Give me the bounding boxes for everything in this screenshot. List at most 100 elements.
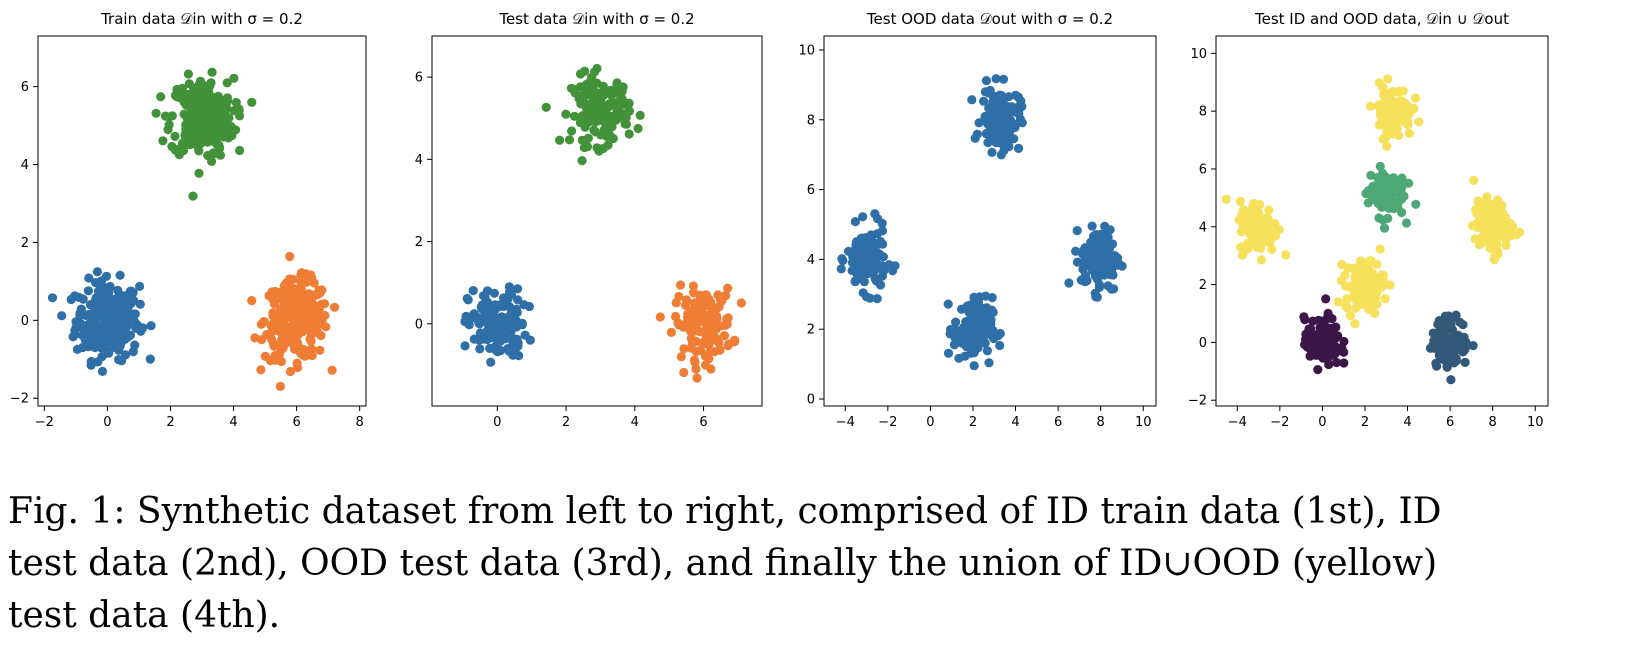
data-point <box>998 112 1008 122</box>
cluster-1 <box>1221 194 1291 265</box>
data-point <box>675 319 685 330</box>
data-point <box>995 340 1005 351</box>
data-point <box>1318 353 1328 363</box>
data-point <box>1410 93 1421 103</box>
y-tick-label: 0 <box>415 317 423 332</box>
panel-title: Test ID and OOD data, 𝒟in ∪ 𝒟out <box>1254 10 1509 28</box>
cluster-2 <box>1365 74 1424 151</box>
data-point <box>1379 223 1390 233</box>
data-point <box>1014 109 1024 119</box>
data-point <box>195 76 206 86</box>
data-point <box>586 101 596 111</box>
x-tick-label: 2 <box>166 415 174 430</box>
data-point <box>183 121 193 131</box>
data-point <box>1072 226 1082 236</box>
data-point <box>493 347 503 357</box>
data-point <box>1469 175 1479 185</box>
data-point <box>1351 303 1361 313</box>
data-point <box>280 312 291 322</box>
data-point <box>989 119 999 129</box>
data-point <box>1321 336 1331 346</box>
data-point <box>315 345 325 355</box>
data-point <box>1380 133 1390 143</box>
data-point <box>871 246 881 256</box>
data-point <box>146 321 156 331</box>
data-point <box>1319 322 1329 332</box>
data-point <box>1281 250 1291 260</box>
y-tick-label: 0 <box>1199 336 1207 351</box>
panel-title: Train data 𝒟in with σ = 0.2 <box>100 10 303 28</box>
data-point <box>1064 278 1074 288</box>
data-point <box>691 364 701 374</box>
data-point <box>222 93 232 103</box>
data-point <box>191 113 201 123</box>
y-tick-label: 6 <box>415 71 423 86</box>
data-point <box>477 300 487 310</box>
data-point <box>1375 244 1385 254</box>
data-point <box>486 357 496 367</box>
data-point <box>129 316 139 326</box>
data-point <box>1411 199 1421 209</box>
data-point <box>78 342 88 353</box>
data-point <box>836 264 846 274</box>
x-tick-label: 2 <box>562 415 570 430</box>
data-point <box>174 150 184 160</box>
data-point <box>494 300 504 311</box>
data-point <box>1264 205 1274 215</box>
data-point <box>93 357 103 367</box>
data-point <box>681 295 692 305</box>
data-point <box>1359 299 1369 309</box>
data-point <box>1366 283 1377 293</box>
data-point <box>1440 349 1450 359</box>
data-point <box>858 212 868 222</box>
data-point <box>981 76 992 86</box>
data-point <box>511 343 521 353</box>
data-point <box>212 140 222 150</box>
panel-1: Train data 𝒟in with σ = 0.2 −2 0 2 4 6 8 −2 0 2 4 6 <box>10 10 367 430</box>
data-point <box>120 320 130 330</box>
data-point <box>101 271 112 281</box>
data-point <box>851 239 861 249</box>
cluster-2 <box>247 251 340 391</box>
data-point <box>703 310 713 320</box>
data-point <box>1359 266 1369 277</box>
data-point <box>1087 221 1097 231</box>
data-point <box>593 94 604 104</box>
data-point <box>583 133 593 143</box>
data-point <box>949 340 960 350</box>
data-point <box>1501 235 1511 245</box>
data-point <box>327 365 337 375</box>
data-point <box>469 334 479 344</box>
data-point <box>555 135 565 145</box>
data-point <box>1488 231 1498 241</box>
x-tick-label: 0 <box>1318 415 1326 430</box>
data-point <box>290 336 300 346</box>
data-point <box>71 323 81 333</box>
data-point <box>1453 332 1463 343</box>
data-point <box>480 292 490 302</box>
data-point <box>577 156 587 166</box>
data-point <box>1387 181 1397 191</box>
data-point <box>615 101 625 111</box>
data-point <box>96 343 106 353</box>
data-point <box>213 91 223 101</box>
data-point <box>736 298 747 308</box>
data-point <box>1010 122 1020 132</box>
data-point <box>679 367 689 378</box>
data-point <box>90 300 100 310</box>
data-point <box>271 293 281 303</box>
data-point <box>163 125 173 135</box>
data-point <box>504 346 514 356</box>
data-point <box>109 323 119 333</box>
data-point <box>1390 127 1401 137</box>
x-tick-label: 0 <box>926 415 934 430</box>
data-point <box>576 115 587 125</box>
data-point <box>203 111 214 121</box>
y-tick-label: −2 <box>1188 394 1207 409</box>
data-point <box>170 131 180 141</box>
data-point <box>194 168 204 178</box>
data-point <box>198 87 209 97</box>
data-point <box>963 341 974 351</box>
data-point <box>859 240 869 250</box>
caption-line-3: test data (4th). <box>8 595 281 636</box>
